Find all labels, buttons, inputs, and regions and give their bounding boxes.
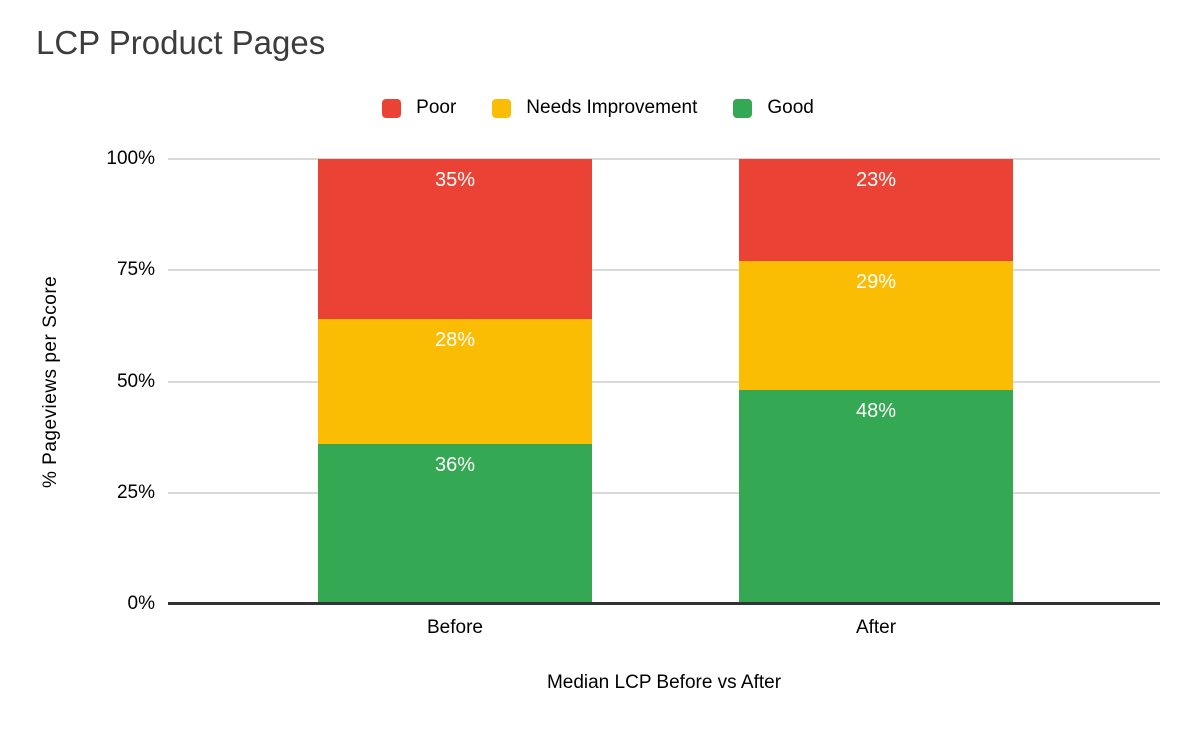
gridline-100% [168, 158, 1160, 160]
x-axis-title: Median LCP Before vs After [546, 672, 782, 693]
bar-value-label: 48% [855, 400, 897, 423]
legend-swatch-icon [733, 98, 753, 118]
chart-title: LCP Product Pages [36, 24, 326, 61]
bar-value-label: 23% [855, 169, 897, 191]
bar-segment-before-poor: 35% [318, 159, 592, 320]
bar-segment-after-needs-improvement: 29% [739, 261, 1013, 391]
legend-swatch-icon [382, 98, 402, 118]
legend-item-good: Good [733, 97, 814, 119]
x-category-label-after: After [855, 617, 897, 638]
legend-swatch-icon [492, 98, 512, 118]
gridline-75% [168, 269, 1160, 272]
bar-value-label: 29% [855, 271, 897, 294]
legend-item-needs-improvement: Needs Improvement [492, 97, 697, 119]
y-tick-label: 50% [116, 370, 155, 392]
legend-label: Poor [416, 97, 457, 118]
gridline-25% [168, 491, 1160, 494]
bar-before: 36% 28% 35% [318, 159, 592, 604]
bar-value-label: 36% [434, 453, 476, 476]
gridline-50% [168, 380, 1160, 383]
bar-after: 48% 29% 23% [739, 159, 1013, 604]
bar-segment-before-good: 36% [318, 443, 592, 604]
legend: Poor Needs Improvement Good [0, 97, 1196, 119]
bar-segment-before-needs-improvement: 28% [318, 319, 592, 444]
legend-label: Needs Improvement [526, 97, 698, 118]
x-axis-line [168, 602, 1160, 605]
bar-value-label: 35% [434, 169, 476, 191]
y-tick-label: 0% [127, 593, 155, 614]
y-tick-label: 75% [116, 259, 155, 281]
bar-segment-after-poor: 23% [739, 159, 1013, 262]
bar-segment-after-good: 48% [739, 390, 1013, 604]
x-category-label-before: Before [427, 617, 483, 638]
legend-item-poor: Poor [382, 97, 456, 119]
y-tick-label: 25% [116, 481, 155, 503]
y-tick-label: 100% [106, 148, 155, 169]
plot-area: 36% 28% 35% 48% 29% 23% [168, 158, 1160, 605]
legend-label: Good [767, 97, 814, 118]
bar-value-label: 28% [434, 329, 476, 352]
